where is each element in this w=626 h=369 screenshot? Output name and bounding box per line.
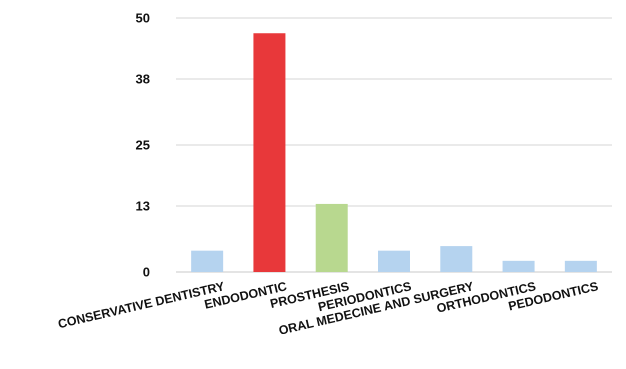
category-labels: CONSERVATIVE DENTISTRYENDODONTICPROSTHES… [57,279,600,338]
y-tick-label: 13 [136,198,150,213]
bar [315,203,348,272]
y-tick-label: 38 [136,71,150,86]
y-tick-label: 25 [136,138,150,153]
category-label: CONSERVATIVE DENTISTRY [57,279,227,331]
bar [502,260,535,272]
bar [564,260,597,272]
y-axis-tick-labels: 0 13 25 38 50 [136,11,150,280]
y-tick-label: 0 [143,265,150,280]
gridlines [176,17,612,273]
bar [378,250,410,272]
bar [191,250,224,272]
y-tick-label: 50 [136,11,150,26]
bar [253,33,286,272]
bars [191,33,597,272]
bar [440,246,473,272]
